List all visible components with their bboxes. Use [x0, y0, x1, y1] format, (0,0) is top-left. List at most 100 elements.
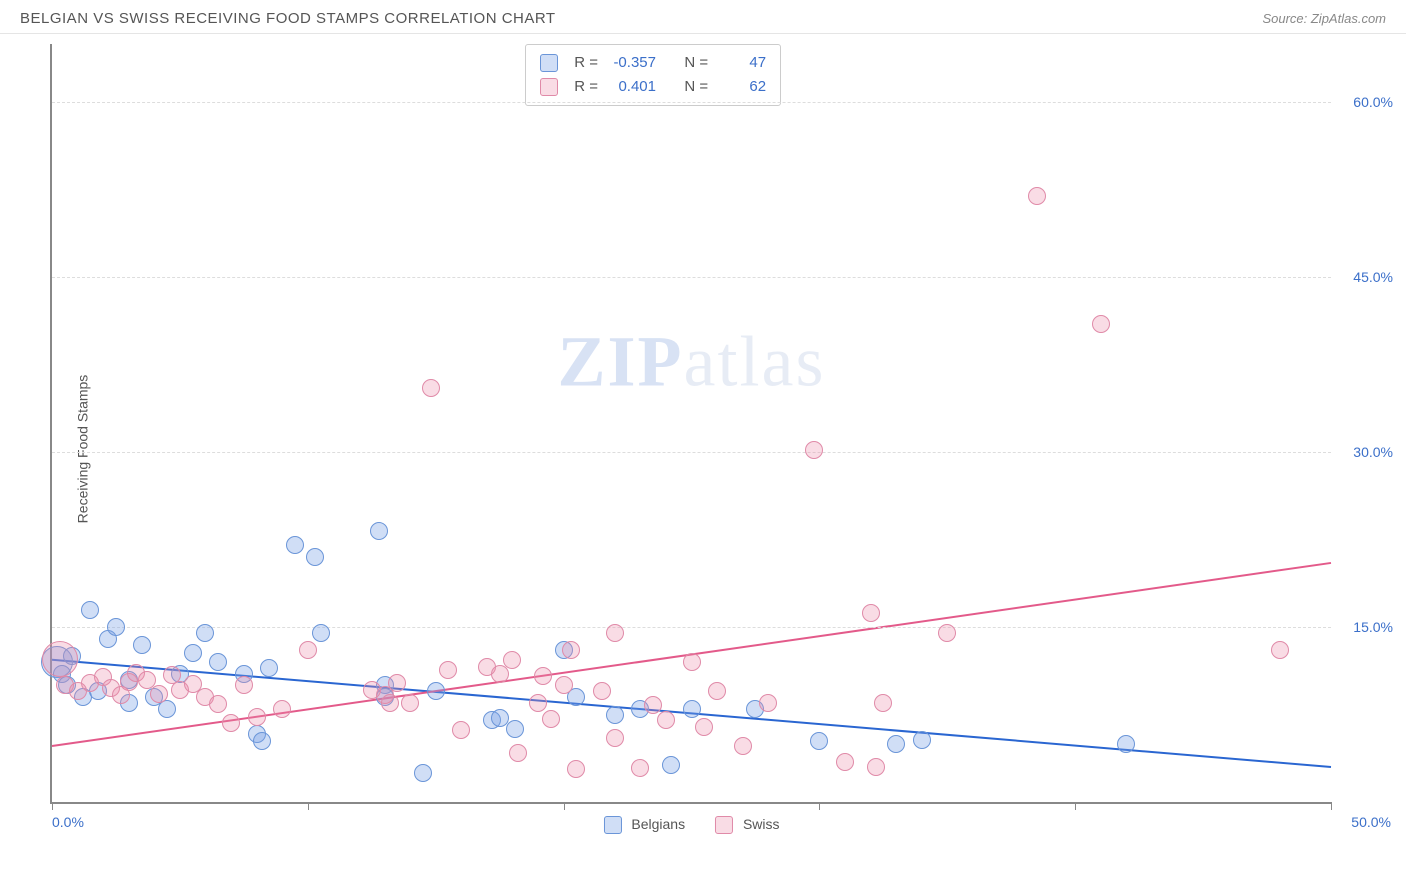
data-point: [534, 667, 552, 685]
data-point: [1028, 187, 1046, 205]
data-point: [708, 682, 726, 700]
data-point: [306, 548, 324, 566]
data-point: [260, 659, 278, 677]
stats-row-swiss: R = 0.401 N = 62: [540, 75, 766, 99]
data-point: [805, 441, 823, 459]
xtick: [564, 802, 565, 810]
data-point: [253, 732, 271, 750]
xtick: [819, 802, 820, 810]
swiss-r-value: 0.401: [608, 75, 656, 99]
data-point: [887, 735, 905, 753]
data-point: [388, 674, 406, 692]
data-point: [867, 758, 885, 776]
data-point: [150, 685, 168, 703]
data-point: [1117, 735, 1135, 753]
data-point: [606, 706, 624, 724]
data-point: [759, 694, 777, 712]
data-point: [312, 624, 330, 642]
data-point: [567, 760, 585, 778]
legend-belgians-label: Belgians: [631, 816, 685, 832]
data-point: [503, 651, 521, 669]
data-point: [184, 644, 202, 662]
data-point: [836, 753, 854, 771]
data-point: [235, 676, 253, 694]
gridline: [52, 277, 1331, 278]
data-point: [42, 641, 78, 677]
data-point: [381, 694, 399, 712]
data-point: [370, 522, 388, 540]
data-point: [562, 641, 580, 659]
data-point: [631, 759, 649, 777]
xtick: [308, 802, 309, 810]
data-point: [107, 618, 125, 636]
data-point: [248, 708, 266, 726]
plot-area: ZIPatlas R = -0.357 N = 47 R = 0.401 N =…: [50, 44, 1331, 804]
data-point: [593, 682, 611, 700]
data-point: [862, 604, 880, 622]
data-point: [209, 653, 227, 671]
data-point: [1271, 641, 1289, 659]
data-point: [414, 764, 432, 782]
n-label: N =: [684, 75, 708, 99]
data-point: [439, 661, 457, 679]
xtick-label: 50.0%: [1351, 814, 1391, 830]
ytick-label: 45.0%: [1338, 269, 1393, 285]
data-point: [734, 737, 752, 755]
swiss-n-value: 62: [718, 75, 766, 99]
data-point: [644, 696, 662, 714]
data-point: [196, 624, 214, 642]
data-point: [695, 718, 713, 736]
data-point: [683, 653, 701, 671]
data-point: [657, 711, 675, 729]
chart-container: Receiving Food Stamps ZIPatlas R = -0.35…: [0, 34, 1406, 864]
swiss-swatch-icon: [540, 78, 558, 96]
data-point: [509, 744, 527, 762]
data-point: [273, 700, 291, 718]
belgians-n-value: 47: [718, 51, 766, 75]
r-label: R =: [574, 51, 598, 75]
chart-title: BELGIAN VS SWISS RECEIVING FOOD STAMPS C…: [20, 10, 556, 27]
bottom-legend: Belgians Swiss: [603, 816, 779, 834]
data-point: [542, 710, 560, 728]
gridline: [52, 102, 1331, 103]
data-point: [491, 665, 509, 683]
data-point: [506, 720, 524, 738]
data-point: [555, 676, 573, 694]
data-point: [452, 721, 470, 739]
stats-row-belgians: R = -0.357 N = 47: [540, 51, 766, 75]
gridline: [52, 627, 1331, 628]
data-point: [683, 700, 701, 718]
xtick: [1075, 802, 1076, 810]
ytick-label: 30.0%: [1338, 444, 1393, 460]
swiss-swatch-icon: [715, 816, 733, 834]
ytick-label: 60.0%: [1338, 94, 1393, 110]
n-label: N =: [684, 51, 708, 75]
data-point: [401, 694, 419, 712]
data-point: [427, 682, 445, 700]
data-point: [810, 732, 828, 750]
legend-swiss-label: Swiss: [743, 816, 780, 832]
belgians-swatch-icon: [540, 54, 558, 72]
data-point: [606, 729, 624, 747]
chart-header: BELGIAN VS SWISS RECEIVING FOOD STAMPS C…: [0, 0, 1406, 34]
data-point: [606, 624, 624, 642]
legend-item-belgians: Belgians: [603, 816, 685, 834]
data-point: [222, 714, 240, 732]
r-label: R =: [574, 75, 598, 99]
data-point: [529, 694, 547, 712]
chart-source: Source: ZipAtlas.com: [1262, 11, 1386, 26]
data-point: [874, 694, 892, 712]
data-point: [662, 756, 680, 774]
gridline: [52, 452, 1331, 453]
correlation-stats-box: R = -0.357 N = 47 R = 0.401 N = 62: [525, 44, 781, 106]
belgians-r-value: -0.357: [608, 51, 656, 75]
xtick-label: 0.0%: [52, 814, 84, 830]
data-point: [299, 641, 317, 659]
ytick-label: 15.0%: [1338, 619, 1393, 635]
xtick: [52, 802, 53, 810]
legend-item-swiss: Swiss: [715, 816, 779, 834]
belgians-swatch-icon: [603, 816, 621, 834]
data-point: [81, 601, 99, 619]
data-point: [422, 379, 440, 397]
data-point: [133, 636, 151, 654]
